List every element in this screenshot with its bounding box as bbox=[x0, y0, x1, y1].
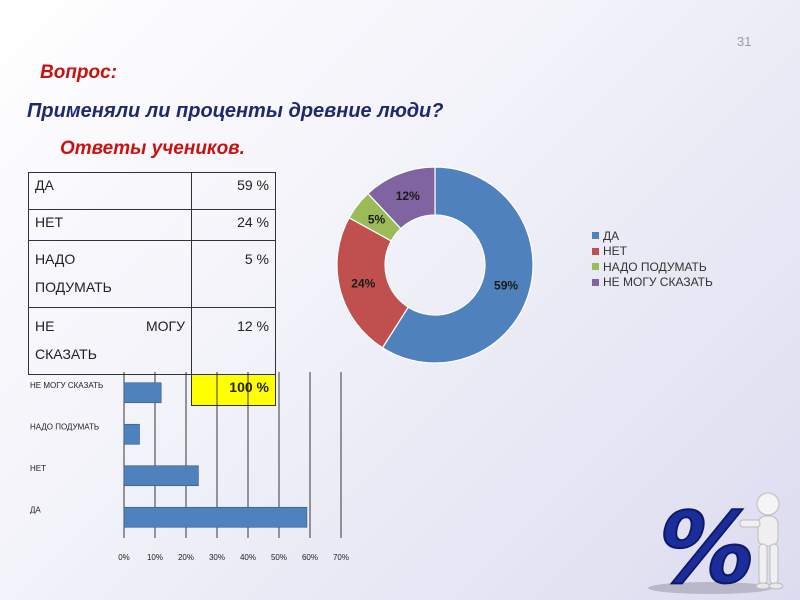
table-value-no: 24 % bbox=[191, 209, 276, 241]
table-label-cant-say: НЕ МОГУ СКАЗАТЬ bbox=[28, 307, 192, 375]
table-label-cant-say-line2: СКАЗАТЬ bbox=[35, 346, 97, 362]
donut-slice-yes bbox=[381, 166, 534, 364]
legend-label-cant-say: НЕ МОГУ СКАЗАТЬ bbox=[603, 275, 713, 290]
bar-category-label: НЕ МОГУ СКАЗАТЬ bbox=[30, 381, 103, 390]
bar-yes bbox=[123, 506, 308, 528]
table-value-yes: 59 % bbox=[191, 172, 276, 210]
donut-label-yes: 59% bbox=[494, 279, 518, 293]
slide-number: 31 bbox=[737, 34, 752, 49]
donut-slice-cant-say bbox=[367, 166, 436, 230]
donut-slice-no bbox=[336, 216, 410, 349]
table-value-cant-say: 12 % bbox=[191, 307, 276, 375]
table-total: 100 % bbox=[191, 374, 276, 406]
bar-cant-say bbox=[123, 382, 162, 404]
mascot-percent-text: % bbox=[645, 492, 767, 595]
table-row-total: 100 % bbox=[29, 374, 276, 406]
bar-x-tick: 0% bbox=[118, 553, 130, 562]
bar-chart: 0% 10% 20% 30% 40% 50% 60% 70% НЕ МОГУ СКАЗАТЬ НА… bbox=[30, 372, 349, 562]
bar-no bbox=[123, 465, 199, 487]
bar-x-tick: 30% bbox=[209, 553, 225, 562]
legend-item-yes: ДА bbox=[592, 228, 713, 244]
table-row: НАДО ПОДУМАТЬ 5 % bbox=[28, 240, 276, 308]
bar-category-label: НАДО ПОДУМАТЬ bbox=[30, 422, 99, 431]
table-row: НЕТ 24 % bbox=[28, 209, 276, 241]
legend-swatch-cant-say bbox=[592, 278, 599, 286]
legend-swatch-no bbox=[592, 247, 599, 255]
bar-x-tick: 10% bbox=[147, 553, 163, 562]
bar-x-tick: 60% bbox=[302, 553, 318, 562]
bar-category-label: НЕТ bbox=[30, 464, 46, 473]
donut-label-cant-say: 12% bbox=[396, 189, 420, 203]
question-label: Вопрос: bbox=[40, 62, 118, 83]
answers-table: ДА 59 % НЕТ 24 % НАДО ПОДУМАТЬ 5 % НЕ МОГ… bbox=[28, 172, 276, 406]
table-value-think: 5 % bbox=[191, 240, 276, 308]
table-label-think: НАДО ПОДУМАТЬ bbox=[28, 240, 192, 308]
table-label-yes: ДА bbox=[28, 172, 192, 210]
donut-label-think: 5% bbox=[368, 213, 386, 227]
legend-item-cant-say: НЕ МОГУ СКАЗАТЬ bbox=[592, 275, 713, 291]
bar-think bbox=[123, 423, 140, 445]
question-text: Применяли ли проценты древние люди? bbox=[27, 100, 444, 122]
bar-x-tick: 70% bbox=[333, 553, 349, 562]
table-label-think-line1: НАДО bbox=[35, 251, 76, 267]
legend-item-think: НАДО ПОДУМАТЬ bbox=[592, 259, 713, 275]
table-row: НЕ МОГУ СКАЗАТЬ 12 % bbox=[28, 307, 276, 375]
legend-swatch-think bbox=[592, 263, 599, 271]
donut-legend: ДА НЕТ НАДО ПОДУМАТЬ НЕ МОГУ СКАЗАТЬ bbox=[592, 228, 713, 290]
answers-label: Ответы учеников. bbox=[60, 138, 245, 159]
legend-item-no: НЕТ bbox=[592, 244, 713, 260]
legend-label-yes: ДА bbox=[603, 228, 620, 243]
table-label-think-line2: ПОДУМАТЬ bbox=[35, 279, 112, 295]
table-label-cant-say-line1: НЕ МОГУ bbox=[35, 318, 185, 334]
legend-label-think: НАДО ПОДУМАТЬ bbox=[603, 259, 707, 274]
donut-chart: 59% 24% 5% 12% bbox=[336, 166, 534, 364]
percent-mascot-icon: % bbox=[644, 491, 784, 595]
bar-x-tick: 40% bbox=[240, 553, 256, 562]
table-row: ДА 59 % bbox=[28, 172, 276, 210]
legend-swatch-yes bbox=[592, 232, 599, 240]
bar-category-label: ДА bbox=[30, 505, 41, 514]
mascot-figure bbox=[739, 492, 784, 590]
donut-label-no: 24% bbox=[351, 276, 375, 290]
legend-label-no: НЕТ bbox=[603, 244, 627, 259]
bar-x-tick: 20% bbox=[178, 553, 194, 562]
bar-x-tick: 50% bbox=[271, 553, 287, 562]
table-label-no: НЕТ bbox=[28, 209, 192, 241]
